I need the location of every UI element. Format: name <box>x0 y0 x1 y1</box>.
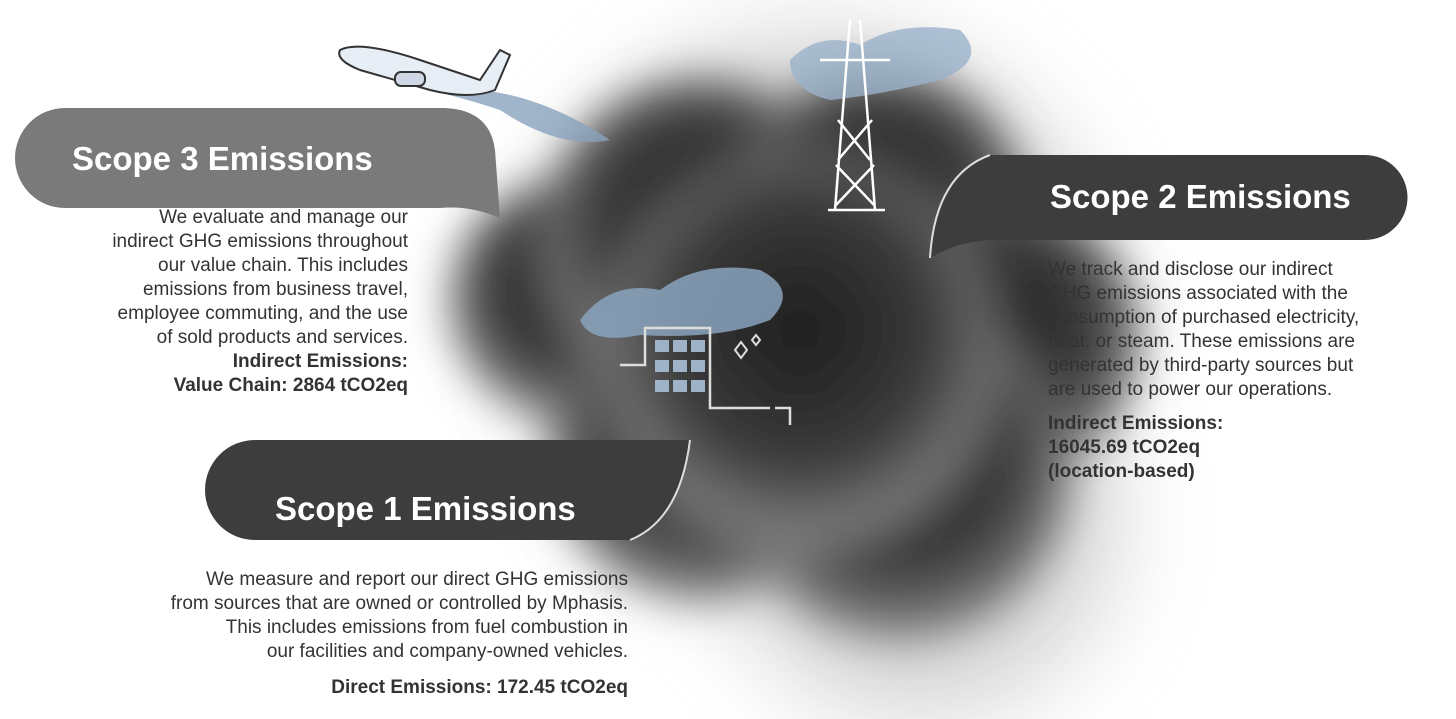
metric-line: 16045.69 tCO2eq <box>1048 436 1359 460</box>
scope1-text: We measure and report our direct GHG emi… <box>171 568 628 700</box>
page: Scope 3 Emissions We evaluate and manage… <box>0 0 1456 719</box>
metric-line: Indirect Emissions: <box>112 350 408 374</box>
metric-line: Indirect Emissions: <box>1048 412 1359 436</box>
body-line: our facilities and company-owned vehicle… <box>171 640 628 664</box>
body-line: employee commuting, and the use <box>112 302 408 326</box>
body-line: This includes emissions from fuel combus… <box>171 616 628 640</box>
scope1-title: Scope 1 Emissions <box>275 490 576 528</box>
body-line: emissions from business travel, <box>112 278 408 302</box>
metric-line: Value Chain: 2864 tCO2eq <box>112 374 408 398</box>
body-line: of sold products and services. <box>112 326 408 350</box>
body-line: generated by third-party sources but <box>1048 354 1359 378</box>
scope2-title: Scope 2 Emissions <box>1050 178 1351 216</box>
body-line: We measure and report our direct GHG emi… <box>171 568 628 592</box>
body-line: We evaluate and manage our <box>112 206 408 230</box>
body-line: We track and disclose our indirect <box>1048 258 1359 282</box>
body-line: heat, or steam. These emissions are <box>1048 330 1359 354</box>
body-line: consumption of purchased electricity, <box>1048 306 1359 330</box>
body-line: indirect GHG emissions throughout <box>112 230 408 254</box>
body-line: GHG emissions associated with the <box>1048 282 1359 306</box>
metric-line: Direct Emissions: 172.45 tCO2eq <box>171 676 628 700</box>
body-line: our value chain. This includes <box>112 254 408 278</box>
body-line: from sources that are owned or controlle… <box>171 592 628 616</box>
scope3-title: Scope 3 Emissions <box>72 140 373 178</box>
body-line: are used to power our operations. <box>1048 378 1359 402</box>
metric-line: (location-based) <box>1048 460 1359 484</box>
